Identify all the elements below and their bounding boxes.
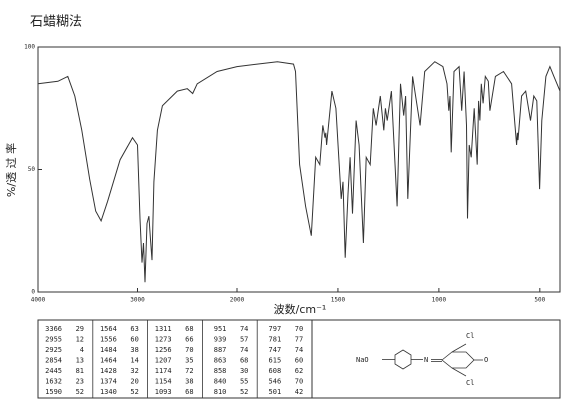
wavenumber: 939 [214, 336, 227, 344]
wavenumber: 797 [269, 325, 282, 333]
transmittance: 38 [185, 378, 193, 386]
wavenumber: 2955 [45, 336, 62, 344]
wavenumber: 951 [214, 325, 227, 333]
transmittance: 13 [76, 357, 84, 365]
transmittance: 52 [130, 388, 138, 396]
structure-label: O [484, 356, 488, 364]
transmittance: 60 [130, 336, 138, 344]
wavenumber: 1174 [155, 367, 172, 375]
wavenumber: 1374 [100, 378, 117, 386]
structure-label: Cl [466, 332, 474, 340]
bond [451, 367, 467, 377]
transmittance: 55 [240, 378, 248, 386]
transmittance: 77 [295, 336, 303, 344]
transmittance: 68 [240, 357, 248, 365]
transmittance: 20 [130, 378, 138, 386]
transmittance: 74 [295, 346, 303, 354]
wavenumber: 747 [269, 346, 282, 354]
transmittance: 81 [76, 367, 84, 375]
wavenumber: 1311 [155, 325, 172, 333]
transmittance: 12 [76, 336, 84, 344]
structure [382, 343, 483, 377]
structure-label: Cl [466, 379, 474, 387]
transmittance: 62 [295, 367, 303, 375]
transmittance: 32 [130, 367, 138, 375]
wavenumber: 1340 [100, 388, 117, 396]
wavenumber: 1564 [100, 325, 117, 333]
transmittance: 74 [240, 346, 248, 354]
transmittance: 72 [185, 367, 193, 375]
structure-label: N [424, 356, 428, 364]
transmittance: 60 [295, 357, 303, 365]
wavenumber: 501 [269, 388, 282, 396]
wavenumber: 3366 [45, 325, 62, 333]
wavenumber: 2854 [45, 357, 62, 365]
y-axis-label: %/透 过 率 [4, 143, 18, 197]
transmittance: 23 [76, 378, 84, 386]
transmittance: 35 [185, 357, 193, 365]
wavenumber: 840 [214, 378, 227, 386]
transmittance: 42 [295, 388, 303, 396]
wavenumber: 1484 [100, 346, 117, 354]
x-tick-label: 1500 [331, 297, 346, 304]
transmittance: 70 [295, 325, 303, 333]
wavenumber: 810 [214, 388, 227, 396]
x-tick-label: 3000 [130, 297, 145, 304]
wavenumber: 1154 [155, 378, 172, 386]
wavenumber: 1632 [45, 378, 62, 386]
wavenumber: 608 [269, 367, 282, 375]
spectrum-line [37, 61, 561, 283]
transmittance: 70 [185, 346, 193, 354]
transmittance: 68 [185, 325, 193, 333]
x-tick-label: 1000 [432, 297, 447, 304]
wavenumber: 887 [214, 346, 227, 354]
wavenumber: 2925 [45, 346, 62, 354]
x-tick-label: 500 [534, 297, 545, 304]
wavenumber: 1093 [155, 388, 172, 396]
wavenumber: 1273 [155, 336, 172, 344]
wavenumber: 546 [269, 378, 282, 386]
quinone-ring [441, 351, 475, 369]
transmittance: 38 [130, 346, 138, 354]
transmittance: 74 [240, 325, 248, 333]
transmittance: 4 [80, 346, 84, 354]
chart-title: 石蜡糊法 [30, 14, 82, 30]
transmittance: 57 [240, 336, 248, 344]
wavenumber: 858 [214, 367, 227, 375]
bond [451, 343, 467, 353]
transmittance: 70 [295, 378, 303, 386]
transmittance: 68 [185, 388, 193, 396]
x-tick-label: 2000 [230, 297, 245, 304]
wavenumber: 781 [269, 336, 282, 344]
wavenumber: 1256 [155, 346, 172, 354]
wavenumber: 1207 [155, 357, 172, 365]
transmittance: 52 [240, 388, 248, 396]
wavenumber: 2445 [45, 367, 62, 375]
transmittance: 14 [130, 357, 138, 365]
x-axis-label: 波数/cm⁻¹ [274, 303, 327, 316]
plot-frame [37, 46, 561, 293]
transmittance: 63 [130, 325, 138, 333]
structure-frame [311, 319, 561, 399]
y-tick-label: 100 [24, 44, 35, 51]
wavenumber: 615 [269, 357, 282, 365]
wavenumber: 1464 [100, 357, 117, 365]
x-tick-label: 4000 [31, 297, 46, 304]
transmittance: 30 [240, 367, 248, 375]
wavenumber: 1556 [100, 336, 117, 344]
benzene-ring [394, 349, 412, 370]
transmittance: 66 [185, 336, 193, 344]
structure-label: NaO [356, 356, 369, 364]
wavenumber: 863 [214, 357, 227, 365]
y-tick-label: 50 [28, 166, 36, 173]
wavenumber: 1428 [100, 367, 117, 375]
y-tick-label: 0 [31, 289, 35, 296]
transmittance: 29 [76, 325, 84, 333]
transmittance: 52 [76, 388, 84, 396]
wavenumber: 1590 [45, 388, 62, 396]
